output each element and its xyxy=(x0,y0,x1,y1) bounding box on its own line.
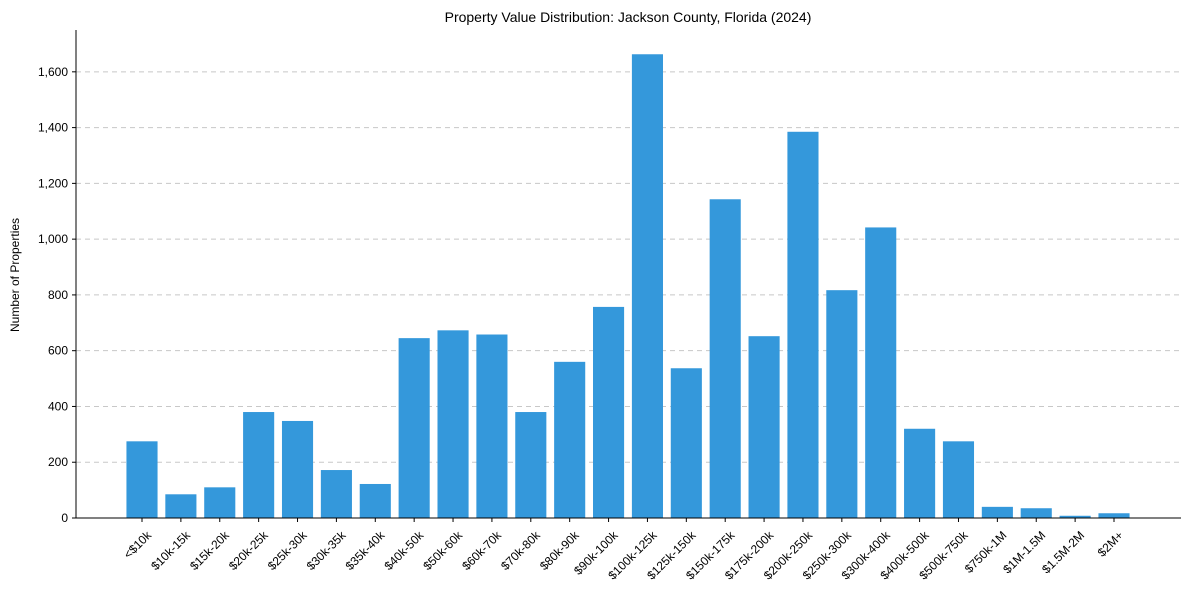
x-ticks: <$10k$10k-15k$15k-20k$20k-25k$25k-30k$30… xyxy=(121,518,1126,582)
y-tick-label: 1,000 xyxy=(38,232,68,246)
bar xyxy=(904,428,936,518)
x-tick-label: $70k-80k xyxy=(498,528,544,574)
bar xyxy=(554,361,586,518)
x-tick-label: $50k-60k xyxy=(420,528,466,574)
bar xyxy=(631,54,663,519)
bar xyxy=(165,494,197,518)
bar xyxy=(1098,513,1130,518)
bar xyxy=(593,306,625,518)
y-tick-label: 600 xyxy=(48,344,68,358)
bar xyxy=(787,131,819,519)
y-tick-label: 400 xyxy=(48,399,68,413)
bar xyxy=(670,368,702,518)
y-tick-label: 1,200 xyxy=(38,176,68,190)
y-ticks: 0 200 400 600 800 1,000 1,200 1,400 1,600 xyxy=(38,65,76,525)
x-tick-label: $20k-25k xyxy=(226,528,272,574)
bars xyxy=(126,54,1130,519)
bar xyxy=(476,334,508,518)
x-tick-label: $10k-15k xyxy=(148,528,194,574)
bar xyxy=(126,441,158,518)
y-tick-label: 1,600 xyxy=(38,65,68,79)
bar xyxy=(320,470,352,518)
axes xyxy=(75,30,1181,519)
x-tick-label: $1.5M-2M xyxy=(1039,528,1087,576)
x-tick-label: $35k-40k xyxy=(343,528,389,574)
bar xyxy=(359,483,391,518)
y-tick-label: 0 xyxy=(61,511,68,525)
bar xyxy=(865,227,897,519)
bar xyxy=(515,412,547,518)
x-tick-label: $15k-20k xyxy=(187,528,233,574)
x-tick-label: $25k-30k xyxy=(265,528,311,574)
bar xyxy=(981,506,1013,518)
bar xyxy=(826,290,858,518)
bar xyxy=(281,420,314,518)
gridlines xyxy=(76,71,1181,463)
x-tick-label: $60k-70k xyxy=(459,528,505,574)
bar xyxy=(1020,508,1052,518)
bar xyxy=(942,441,975,518)
bar xyxy=(437,330,469,518)
y-axis-label: Number of Properties xyxy=(8,218,22,332)
bar xyxy=(398,338,430,518)
y-tick-label: 1,400 xyxy=(38,121,68,135)
bar xyxy=(709,199,741,518)
x-tick-label: $30k-35k xyxy=(304,528,350,574)
bar xyxy=(204,487,236,518)
bar xyxy=(1059,515,1091,518)
bar xyxy=(243,412,275,518)
bar xyxy=(748,336,780,518)
y-tick-label: 800 xyxy=(48,288,68,302)
x-tick-label: $40k-50k xyxy=(381,528,427,574)
chart-title: Property Value Distribution: Jackson Cou… xyxy=(445,9,812,25)
y-tick-label: 200 xyxy=(48,455,68,469)
x-tick-label: <$10k xyxy=(121,528,155,562)
x-tick-label: $2M+ xyxy=(1095,528,1126,559)
